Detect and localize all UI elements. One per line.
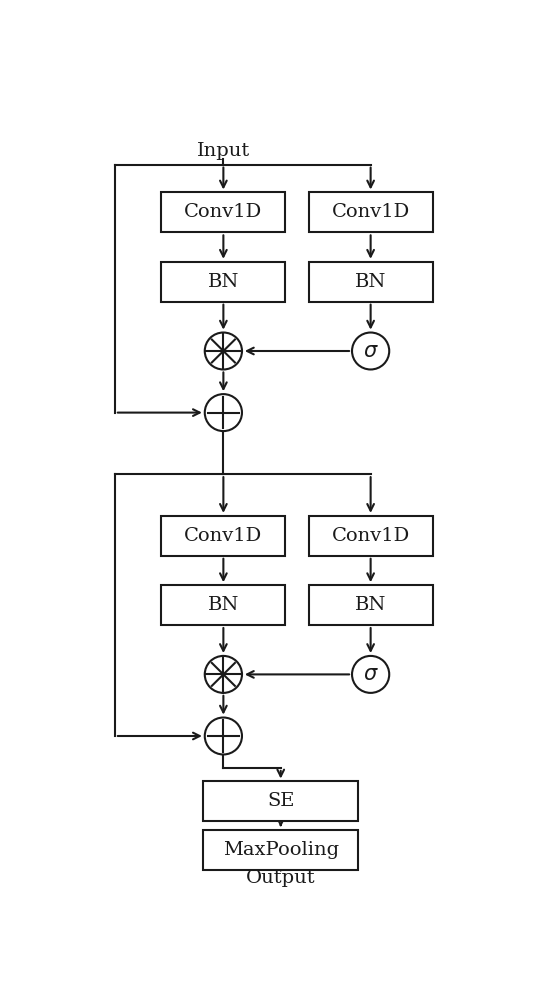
Circle shape [352,333,389,369]
Bar [309,262,433,302]
Bar [161,516,286,556]
Text: $\sigma$: $\sigma$ [363,664,379,684]
Text: Conv1D: Conv1D [184,203,263,221]
Bar [161,262,286,302]
Bar [309,192,433,232]
Text: SE: SE [267,792,294,810]
Text: Conv1D: Conv1D [184,527,263,545]
Text: Output: Output [246,869,316,887]
Text: Conv1D: Conv1D [331,203,410,221]
Text: Conv1D: Conv1D [331,527,410,545]
Bar [203,830,358,870]
Text: BN: BN [355,273,386,291]
Bar [161,192,286,232]
Bar [161,585,286,625]
Bar [309,516,433,556]
Text: BN: BN [355,596,386,614]
Text: $\sigma$: $\sigma$ [363,341,379,361]
Text: BN: BN [208,273,239,291]
Text: BN: BN [208,596,239,614]
Circle shape [205,333,242,369]
Circle shape [205,718,242,754]
Text: Input: Input [197,142,250,160]
Bar [309,585,433,625]
Text: MaxPooling: MaxPooling [223,841,339,859]
Circle shape [205,656,242,693]
Circle shape [205,394,242,431]
Bar [203,781,358,821]
Circle shape [352,656,389,693]
